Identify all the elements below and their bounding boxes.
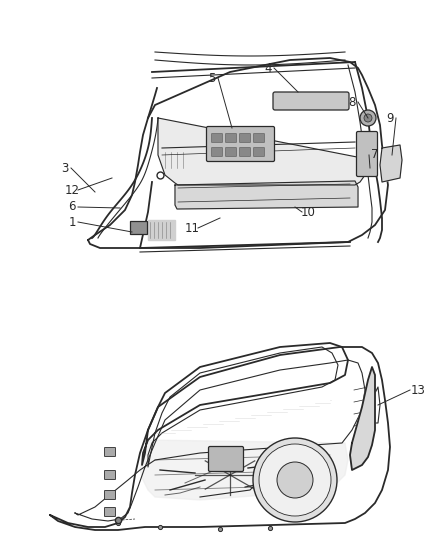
Circle shape [364,114,372,122]
Text: 5: 5 [208,71,215,85]
Text: 13: 13 [410,384,425,397]
FancyBboxPatch shape [226,133,237,142]
FancyBboxPatch shape [130,221,146,233]
FancyBboxPatch shape [273,92,349,110]
FancyBboxPatch shape [212,133,223,142]
Text: 10: 10 [300,206,315,219]
FancyBboxPatch shape [105,471,116,480]
Polygon shape [350,367,375,470]
FancyBboxPatch shape [254,148,265,157]
Circle shape [360,110,376,126]
FancyBboxPatch shape [105,507,116,516]
Polygon shape [158,118,365,185]
Text: 11: 11 [184,222,199,235]
FancyBboxPatch shape [357,132,378,176]
Text: 4: 4 [264,61,272,75]
Text: 7: 7 [371,149,379,161]
Text: 8: 8 [348,95,356,109]
Circle shape [259,444,331,516]
FancyBboxPatch shape [105,448,116,456]
Polygon shape [175,181,358,209]
FancyBboxPatch shape [206,126,275,161]
Polygon shape [380,145,402,182]
FancyBboxPatch shape [240,133,251,142]
Polygon shape [140,440,348,500]
FancyBboxPatch shape [105,490,116,499]
FancyBboxPatch shape [254,133,265,142]
Circle shape [253,438,337,522]
FancyBboxPatch shape [212,148,223,157]
Text: 3: 3 [61,161,69,174]
Polygon shape [148,220,175,240]
FancyBboxPatch shape [240,148,251,157]
FancyBboxPatch shape [208,447,244,472]
Text: 12: 12 [64,183,80,197]
Text: 6: 6 [68,200,76,214]
FancyBboxPatch shape [226,148,237,157]
Text: 1: 1 [68,215,76,229]
Text: 9: 9 [386,111,394,125]
Circle shape [277,462,313,498]
